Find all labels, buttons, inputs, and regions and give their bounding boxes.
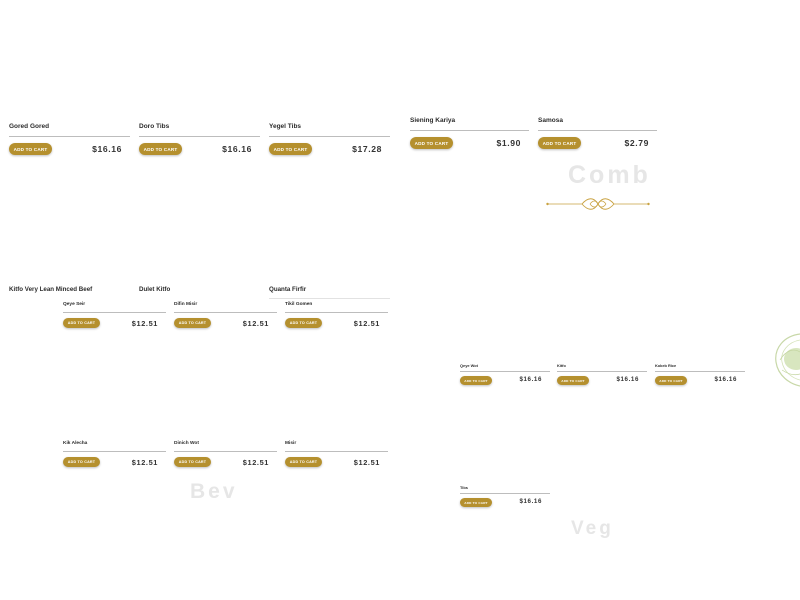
menu-item-name: Tikil Gomen xyxy=(285,302,313,307)
add-to-cart-button[interactable]: Add to cart xyxy=(174,457,211,467)
menu-item-name: Yegel Tibs xyxy=(269,123,302,130)
add-to-cart-button[interactable]: Add to cart xyxy=(269,143,312,155)
menu-card-doro-tibs: Doro Tibs Add to cart $16.16 xyxy=(139,123,260,163)
add-to-cart-button[interactable]: Add to cart xyxy=(557,376,589,385)
add-to-cart-button[interactable]: Add to cart xyxy=(538,137,581,149)
add-to-cart-button[interactable]: Add to cart xyxy=(460,498,492,507)
menu-item-price: $16.16 xyxy=(92,144,122,154)
menu-item-name: Gored Gored xyxy=(9,123,50,130)
add-to-cart-button[interactable]: Add to cart xyxy=(139,143,182,155)
divider xyxy=(9,136,130,137)
menu-item-name: Difin Misir xyxy=(174,302,198,307)
divider xyxy=(139,136,260,137)
section-title-vegetarian: Veg xyxy=(571,518,614,539)
menu-item-name: Kitfo Very Lean Minced Beef xyxy=(9,286,93,293)
add-to-cart-button[interactable]: Add to cart xyxy=(285,318,322,328)
divider xyxy=(174,451,277,452)
menu-item-price: $12.51 xyxy=(242,458,269,467)
divider xyxy=(538,130,657,131)
menu-item-price: $16.16 xyxy=(519,376,542,383)
menu-item-name: Dulet Kitfo xyxy=(139,286,171,293)
menu-item-price: $12.51 xyxy=(242,319,269,328)
menu-item-name: Quanta Firfir xyxy=(269,286,307,293)
menu-item-name: Kokeb Rice xyxy=(655,363,677,368)
menu-item-name: Qeye Seir xyxy=(63,302,86,307)
menu-item-name: Samosa xyxy=(538,117,563,124)
menu-item-price: $17.28 xyxy=(352,144,382,154)
divider xyxy=(557,371,647,372)
divider xyxy=(269,298,390,299)
add-to-cart-button[interactable]: Add to cart xyxy=(410,137,453,149)
menu-item-price: $12.51 xyxy=(353,458,380,467)
menu-item-price: $16.16 xyxy=(616,376,639,383)
add-to-cart-button[interactable]: Add to cart xyxy=(174,318,211,328)
menu-item-name: Misir xyxy=(285,441,297,446)
add-to-cart-button[interactable]: Add to cart xyxy=(63,457,100,467)
add-to-cart-button[interactable]: Add to cart xyxy=(460,376,492,385)
divider xyxy=(174,312,277,313)
divider xyxy=(460,371,550,372)
menu-card-gored-gored: Gored Gored Add to cart $16.16 xyxy=(9,123,130,163)
menu-item-name: Kik Alecha xyxy=(63,441,88,446)
divider xyxy=(285,312,388,313)
menu-item-name: Dinich Wot xyxy=(174,441,199,446)
menu-card-yegel-tibs: Yegel Tibs Add to cart $17.28 xyxy=(269,123,390,163)
ornament-divider-icon xyxy=(546,198,650,210)
menu-item-price: $16.16 xyxy=(222,144,252,154)
add-to-cart-button[interactable]: Add to cart xyxy=(63,318,100,328)
divider xyxy=(285,451,388,452)
menu-item-name: Doro Tibs xyxy=(139,123,170,130)
menu-item-price: $12.51 xyxy=(131,458,158,467)
menu-item-name: Siening Kariya xyxy=(410,117,456,124)
menu-card-siening-kariya: Siening Kariya Add to cart $1.90 xyxy=(410,117,529,157)
section-title-combos: Comb xyxy=(568,161,651,189)
divider xyxy=(63,451,166,452)
menu-card-samosa: Samosa Add to cart $2.79 xyxy=(538,117,657,157)
menu-item-price: $16.16 xyxy=(714,376,737,383)
divider xyxy=(655,371,745,372)
menu-item-price: $16.16 xyxy=(519,498,542,505)
menu-item-name: Kitfo xyxy=(557,363,566,368)
add-to-cart-button[interactable]: Add to cart xyxy=(285,457,322,467)
divider xyxy=(63,312,166,313)
menu-item-price: $2.79 xyxy=(624,138,649,148)
add-to-cart-button[interactable]: Add to cart xyxy=(9,143,52,155)
section-title-beverages: Bev xyxy=(190,480,238,503)
menu-item-price: $1.90 xyxy=(496,138,521,148)
add-to-cart-button[interactable]: Add to cart xyxy=(655,376,687,385)
divider xyxy=(269,136,390,137)
menu-item-price: $12.51 xyxy=(131,319,158,328)
divider xyxy=(410,130,529,131)
leaf-decoration-icon xyxy=(775,333,800,387)
divider xyxy=(460,493,550,494)
menu-item-name: Qeye Wot xyxy=(460,363,478,368)
menu-item-price: $12.51 xyxy=(353,319,380,328)
menu-item-name: Tibs xyxy=(460,485,468,490)
